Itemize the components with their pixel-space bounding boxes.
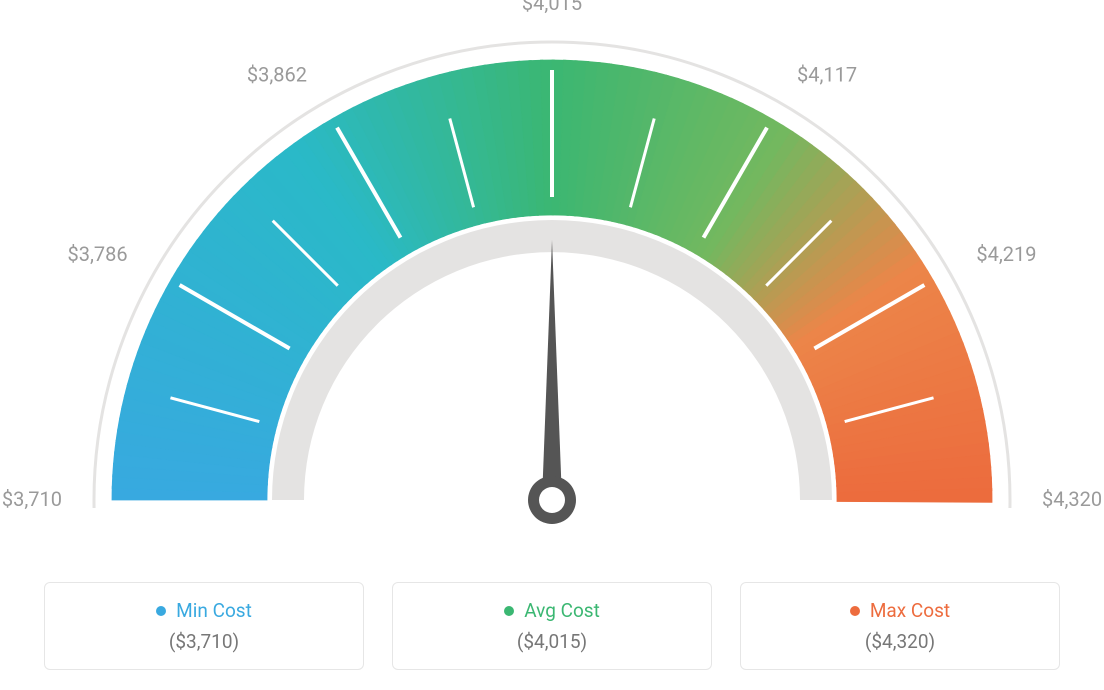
legend-card-max: Max Cost ($4,320): [740, 582, 1060, 670]
dot-icon: [504, 606, 514, 616]
legend-top: Avg Cost: [504, 599, 600, 622]
legend-value-min: ($3,710): [169, 630, 239, 653]
cost-gauge-chart: $3,710 $3,786 $3,862 $4,015 $4,117 $4,219 $4,3…: [0, 0, 1104, 690]
dot-icon: [156, 606, 166, 616]
gauge-needle: [542, 240, 562, 500]
gauge-tick-label: $4,015: [522, 0, 582, 15]
legend-label-max: Max Cost: [870, 599, 950, 622]
gauge-tick-label: $3,786: [68, 242, 128, 266]
legend-value-avg: ($4,015): [517, 630, 587, 653]
legend-label-min: Min Cost: [176, 599, 252, 622]
gauge-tick-label: $3,862: [247, 63, 307, 87]
legend-value-max: ($4,320): [865, 630, 935, 653]
gauge-tick-label: $4,117: [797, 63, 857, 87]
legend-card-min: Min Cost ($3,710): [44, 582, 364, 670]
gauge-tick-label: $4,320: [1042, 487, 1102, 511]
legend-top: Max Cost: [850, 599, 950, 622]
legend-top: Min Cost: [156, 599, 252, 622]
legend-row: Min Cost ($3,710) Avg Cost ($4,015) Max …: [0, 582, 1104, 670]
gauge-tick-label: $3,710: [2, 487, 62, 511]
legend-card-avg: Avg Cost ($4,015): [392, 582, 712, 670]
needle-hub-inner: [539, 487, 565, 513]
dot-icon: [850, 606, 860, 616]
gauge-tick-label: $4,219: [976, 242, 1036, 266]
legend-label-avg: Avg Cost: [524, 599, 600, 622]
gauge-svg: $3,710 $3,786 $3,862 $4,015 $4,117 $4,219 $4,3…: [0, 0, 1104, 560]
